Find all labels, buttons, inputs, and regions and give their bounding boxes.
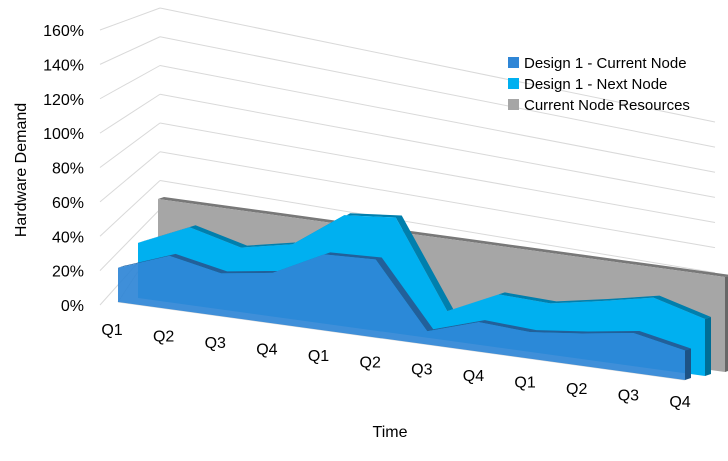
x-tick-label: Q4: [669, 394, 690, 411]
x-tick-label: Q1: [101, 322, 122, 339]
x-axis-label: Time: [373, 424, 408, 441]
x-tick-label: Q1: [514, 374, 535, 391]
data-point-1-10: [652, 296, 655, 299]
x-tick-label: Q2: [566, 381, 587, 398]
data-point-1-6: [446, 310, 449, 313]
legend-swatch: [508, 99, 519, 110]
data-point-1-5: [394, 216, 397, 219]
y-tick-label: 140%: [43, 57, 84, 74]
gridline-side: [100, 8, 160, 30]
legend-label: Design 1 - Current Node: [524, 55, 687, 72]
gridline-side: [100, 37, 160, 65]
data-point-2-7: [517, 247, 520, 250]
data-point-1-7: [497, 293, 500, 296]
x-tick-label: Q2: [153, 329, 174, 346]
y-tick-label: 40%: [52, 229, 84, 246]
data-point-1-2: [240, 246, 243, 249]
gridline-side: [100, 152, 160, 202]
data-point-0-6: [426, 330, 429, 333]
data-point-1-3: [291, 243, 294, 246]
data-point-1-1: [188, 226, 191, 229]
legend-swatch: [508, 78, 519, 89]
data-point-0-8: [529, 331, 532, 334]
y-tick-label: 20%: [52, 264, 84, 281]
data-point-2-10: [672, 268, 675, 271]
data-point-0-7: [477, 321, 480, 324]
data-point-1-8: [549, 302, 552, 305]
data-point-0-5: [374, 258, 377, 261]
x-tick-label: Q1: [308, 348, 329, 365]
gridline: [160, 123, 715, 223]
data-point-2-1: [208, 205, 211, 208]
x-tick-label: Q3: [618, 387, 639, 404]
data-point-0-0: [117, 266, 120, 269]
series-area-side-1: [705, 317, 711, 376]
data-point-0-10: [632, 332, 635, 335]
data-point-1-4: [343, 214, 346, 217]
data-point-2-3: [311, 219, 314, 222]
gridline-side: [100, 181, 160, 237]
data-point-0-3: [271, 271, 274, 274]
gridline-side: [100, 94, 160, 133]
data-point-0-9: [580, 332, 583, 335]
data-point-2-9: [620, 261, 623, 264]
legend-label: Current Node Resources: [524, 97, 690, 114]
data-point-2-2: [260, 212, 263, 215]
y-tick-label: 80%: [52, 161, 84, 178]
x-tick-label: Q3: [205, 335, 226, 352]
x-tick-label: Q3: [411, 361, 432, 378]
data-point-1-11: [704, 318, 707, 321]
legend-swatch: [508, 57, 519, 68]
data-point-2-0: [157, 198, 160, 201]
y-tick-label: 0%: [61, 298, 84, 315]
data-point-0-11: [684, 349, 687, 352]
gridline-side: [100, 66, 160, 99]
data-point-1-0: [137, 241, 140, 244]
gridline-side: [100, 123, 160, 168]
x-tick-label: Q4: [463, 368, 484, 385]
y-tick-label: 60%: [52, 195, 84, 212]
legend-label: Design 1 - Next Node: [524, 76, 667, 93]
x-tick-label: Q4: [256, 342, 277, 359]
y-tick-label: 120%: [43, 92, 84, 109]
legend: Design 1 - Current Node Design 1 - Next N…: [508, 55, 690, 114]
y-axis-ticks: 0% 20% 40% 60% 80% 100% 120% 140% 160%: [43, 23, 84, 315]
data-point-2-6: [466, 240, 469, 243]
y-tick-label: 160%: [43, 23, 84, 40]
series-area-side-0: [685, 349, 691, 380]
data-point-2-8: [569, 254, 572, 257]
data-point-0-4: [323, 253, 326, 256]
data-point-2-11: [724, 276, 727, 279]
y-axis-label: Hardware Demand: [13, 103, 30, 237]
data-point-0-2: [220, 272, 223, 275]
x-tick-label: Q2: [360, 355, 381, 372]
data-point-0-1: [168, 254, 171, 257]
y-tick-label: 100%: [43, 126, 84, 143]
data-point-2-5: [414, 233, 417, 236]
data-point-1-9: [600, 300, 603, 303]
